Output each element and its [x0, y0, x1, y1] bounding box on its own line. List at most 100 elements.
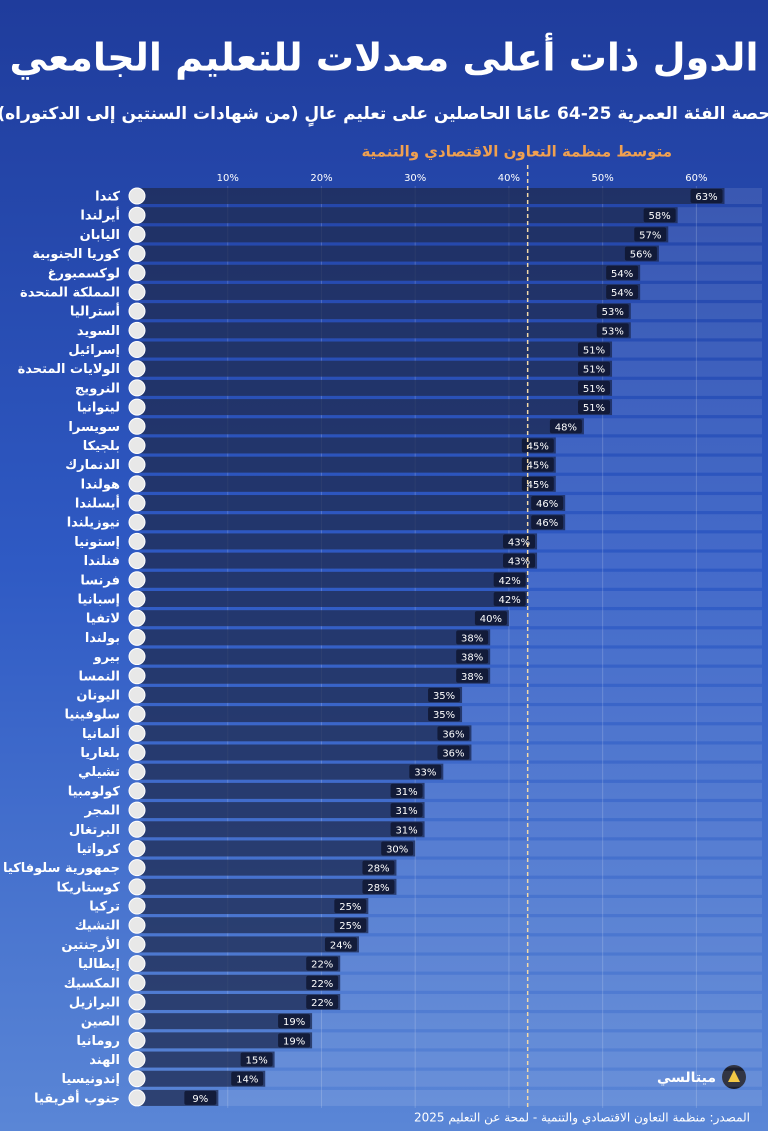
value-label: 38% [461, 633, 483, 644]
category-label: أيرلندا [80, 207, 120, 224]
bar [134, 399, 613, 416]
brand-logo-mark [728, 1070, 740, 1082]
value-label: 42% [499, 576, 521, 587]
bar [134, 475, 556, 492]
value-label: 38% [461, 653, 483, 664]
category-label: تركيا [89, 900, 120, 915]
category-label: بيرو [93, 650, 120, 665]
category-label: البرتغال [69, 823, 120, 838]
category-label: رومانيا [76, 1034, 120, 1049]
category-label: هولندا [81, 477, 120, 492]
flag [128, 897, 146, 915]
bar [134, 226, 669, 243]
flag [128, 456, 146, 474]
category-label: سلوفينيا [64, 708, 120, 723]
flag [128, 225, 146, 243]
value-label: 54% [611, 269, 633, 280]
value-pill [362, 879, 395, 894]
value-label: 35% [433, 691, 455, 702]
flag [128, 532, 146, 550]
value-label: 45% [527, 461, 549, 472]
bar [134, 686, 463, 703]
value-label: 15% [245, 1056, 267, 1067]
category-label: إستونيا [74, 535, 120, 550]
flag [128, 187, 146, 205]
flag [128, 436, 146, 454]
bar [134, 802, 425, 819]
bar [134, 878, 397, 895]
category-label: إسرائيل [68, 343, 120, 358]
category-label: جنوب أفريقيا [34, 1089, 120, 1106]
flag [128, 417, 146, 435]
category-label: إندونيسيا [61, 1072, 120, 1087]
flag [128, 648, 146, 666]
category-label: نيوزيلندا [67, 516, 120, 531]
category-label: كرواتيا [77, 842, 121, 857]
x-tick-label: 30% [404, 173, 426, 184]
category-label: الولايات المتحدة [18, 362, 120, 377]
flag [128, 628, 146, 646]
category-label: ليتوانيا [77, 401, 120, 416]
flag [128, 1031, 146, 1049]
value-label: 45% [527, 441, 549, 452]
category-label: المملكة المتحدة [20, 285, 120, 300]
bar [134, 648, 491, 665]
value-label: 24% [330, 940, 352, 951]
value-pill [549, 419, 582, 434]
value-pill [184, 1090, 217, 1105]
category-label: النمسا [79, 669, 120, 684]
flag [128, 974, 146, 992]
flag [128, 916, 146, 934]
bar [134, 379, 613, 396]
value-label: 54% [611, 288, 633, 299]
value-pill [456, 649, 489, 664]
bar [134, 552, 538, 569]
flag [128, 302, 146, 320]
value-label: 46% [536, 518, 558, 529]
bar [134, 341, 613, 358]
flag [128, 590, 146, 608]
bar [134, 840, 416, 857]
value-pill [306, 956, 339, 971]
value-label: 56% [630, 250, 652, 261]
value-pill [643, 208, 676, 223]
flag [128, 571, 146, 589]
value-label: 42% [499, 595, 521, 606]
flag [128, 475, 146, 493]
x-tick-label: 60% [685, 173, 707, 184]
category-label: بلغاريا [80, 746, 120, 761]
value-label: 25% [339, 902, 361, 913]
flag [128, 245, 146, 263]
value-pill [606, 265, 639, 280]
value-pill [334, 899, 367, 914]
bar [134, 264, 641, 281]
bar [134, 283, 641, 300]
value-label: 53% [602, 307, 624, 318]
bar [134, 418, 584, 435]
value-label: 38% [461, 672, 483, 683]
value-pill [624, 246, 657, 261]
value-label: 51% [583, 365, 605, 376]
flag [128, 955, 146, 973]
value-pill [390, 783, 423, 798]
bar [134, 590, 528, 607]
flag [128, 321, 146, 339]
value-pill [456, 630, 489, 645]
category-label: كوريا الجنوبية [32, 247, 120, 262]
bar [134, 936, 359, 953]
category-label: ألمانيا [82, 725, 120, 742]
value-label: 19% [283, 1036, 305, 1047]
bar [134, 571, 528, 588]
flag [128, 801, 146, 819]
flag [128, 878, 146, 896]
flag [128, 283, 146, 301]
flag [128, 686, 146, 704]
category-label: التشيك [75, 919, 120, 934]
bar [134, 993, 341, 1010]
value-pill [531, 496, 564, 511]
value-label: 35% [433, 710, 455, 721]
category-label: كندا [95, 190, 120, 205]
category-label: فنلندا [84, 554, 120, 569]
value-pill [278, 1033, 311, 1048]
